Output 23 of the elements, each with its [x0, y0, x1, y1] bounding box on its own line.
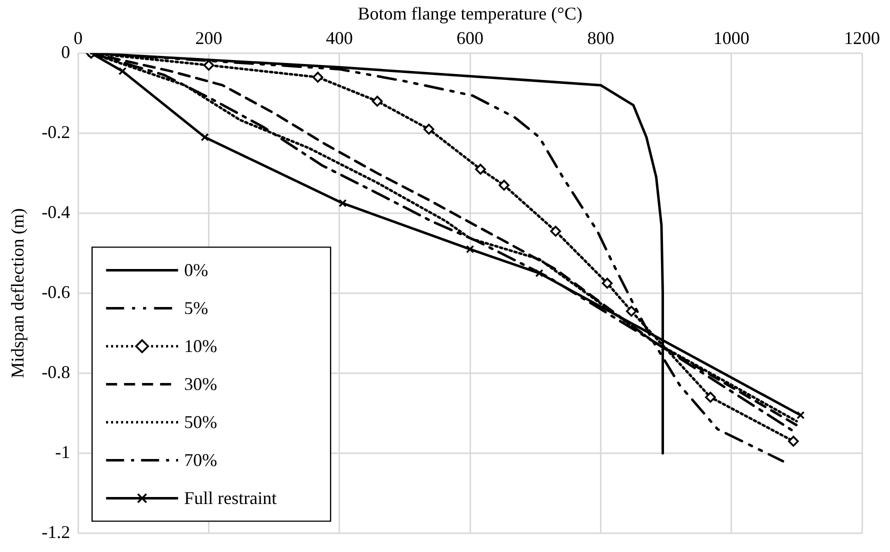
y-tick-label: -0.8	[42, 362, 70, 382]
legend-label: 0%	[184, 260, 208, 280]
x-axis-title: Botom flange temperature (°C)	[358, 4, 582, 24]
x-tick-label: 0	[74, 28, 83, 48]
y-tick-label: 0	[61, 42, 70, 62]
x-tick-label: 400	[326, 28, 353, 48]
legend-label: 5%	[184, 298, 208, 318]
legend-label: 70%	[184, 450, 218, 470]
legend-label: 50%	[184, 412, 218, 432]
y-tick-label: -0.2	[42, 122, 70, 142]
legend-label: 10%	[184, 336, 218, 356]
legend-label: 30%	[184, 374, 218, 394]
y-axis-title: Midspan deflection (m)	[8, 208, 28, 378]
x-tick-label: 600	[456, 28, 484, 48]
x-tick-label: 200	[195, 28, 222, 48]
y-tick-label: -1	[55, 442, 70, 462]
legend-label: Full restraint	[184, 488, 277, 508]
y-tick-label: -1.2	[42, 522, 70, 542]
x-tick-label: 800	[587, 28, 614, 48]
x-tick-label: 1200	[844, 28, 880, 48]
x-tick-label: 1000	[713, 28, 750, 48]
y-tick-label: -0.6	[42, 282, 70, 302]
y-tick-label: -0.4	[42, 202, 70, 222]
